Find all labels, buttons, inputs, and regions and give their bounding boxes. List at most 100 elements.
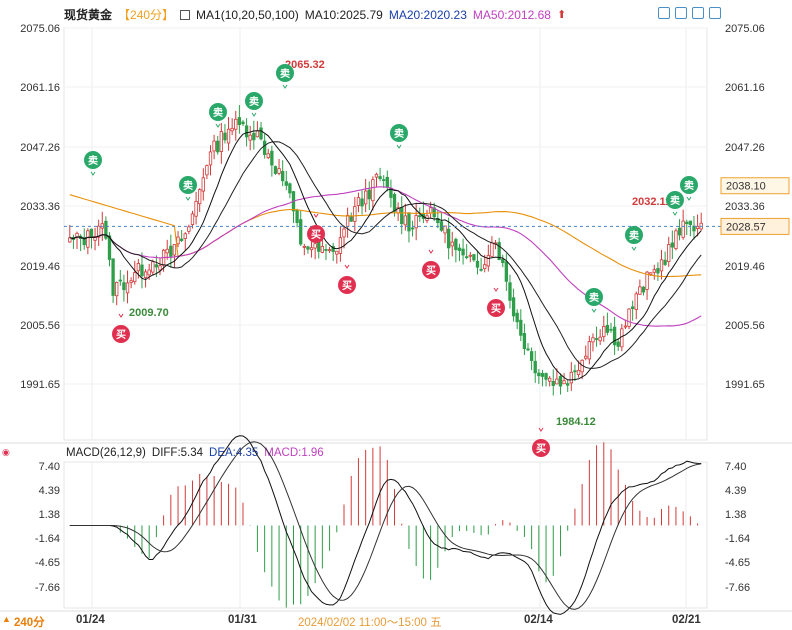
sell-arrow-icon xyxy=(282,84,288,89)
macd-tick-label: -4.65 xyxy=(35,557,60,569)
candle-body xyxy=(663,259,667,265)
candle-body xyxy=(576,370,581,376)
chart-header: 现货黄金 【240分】 MA1(10,20,50,100) MA10:2025.… xyxy=(64,6,566,23)
candle-body xyxy=(475,260,480,268)
sell-arrow-icon xyxy=(396,144,402,149)
candle-body xyxy=(349,215,353,222)
footer-period[interactable]: 240分 xyxy=(14,617,45,629)
macd-diff-value: DIFF:5.34 xyxy=(151,447,204,459)
candle-body xyxy=(309,247,314,251)
candles xyxy=(68,105,703,396)
candle-body xyxy=(252,132,256,141)
candle-body xyxy=(244,125,249,138)
candle-body xyxy=(345,214,350,227)
candle-body xyxy=(634,293,638,310)
buy-signal-badge xyxy=(487,299,505,317)
y-tick-label: 2019.46 xyxy=(20,261,60,273)
y-tick-label: 1991.65 xyxy=(725,379,765,391)
candle-body xyxy=(194,200,198,217)
candle-body xyxy=(331,246,335,252)
candle-body xyxy=(526,348,530,351)
zoom-out-icon[interactable] xyxy=(675,7,687,19)
buy-signal-badge xyxy=(112,325,130,343)
candle-body xyxy=(670,242,674,248)
candle-body xyxy=(89,228,94,238)
candle-body xyxy=(656,268,660,274)
candle-body xyxy=(641,286,646,293)
settings-icon[interactable] xyxy=(709,7,721,19)
candle-body xyxy=(118,279,122,282)
y-tick-label: 2033.36 xyxy=(20,201,60,213)
buy-arrow-icon xyxy=(538,427,544,432)
candle-body xyxy=(472,254,476,261)
sell-signal-label: 卖 xyxy=(589,291,599,304)
buy-arrow-icon xyxy=(118,313,124,318)
candle-body xyxy=(234,118,238,130)
sell-signal-label: 卖 xyxy=(249,95,259,108)
sell-signal-label: 卖 xyxy=(213,106,223,119)
candle-body xyxy=(681,220,685,238)
candle-body xyxy=(198,189,202,205)
sell-signal-badge xyxy=(84,151,102,169)
sell-arrow-icon xyxy=(631,246,637,251)
candle-body xyxy=(270,150,274,166)
period-arrow-icon[interactable]: ▲ xyxy=(2,614,11,624)
candle-body xyxy=(172,244,177,256)
ma10-value: MA10:2025.79 xyxy=(304,7,383,22)
date-label: 02/14 xyxy=(524,614,553,626)
buy-signal-badge xyxy=(422,261,440,279)
candle-body xyxy=(133,272,137,283)
candle-body xyxy=(558,375,563,387)
buy-arrow-icon xyxy=(344,264,350,269)
candle-body xyxy=(129,280,133,283)
candle-body xyxy=(627,308,631,327)
candle-body xyxy=(400,207,404,225)
date-label: 01/24 xyxy=(76,614,105,626)
candle-body xyxy=(605,324,610,333)
ma-toggle-icon[interactable] xyxy=(180,9,191,20)
macd-panel xyxy=(63,461,708,609)
candle-body xyxy=(360,198,364,207)
period-label[interactable]: 【240分】 xyxy=(118,8,175,22)
buy-signal-badge xyxy=(532,439,550,457)
candle-body xyxy=(306,246,310,250)
extreme-label: 2065.32 xyxy=(285,59,325,71)
candle-body xyxy=(205,165,209,176)
y-tick-label: 2005.56 xyxy=(725,320,765,332)
candle-body xyxy=(183,233,187,239)
candle-body xyxy=(299,219,303,245)
candle-body xyxy=(602,326,606,338)
candle-body xyxy=(674,230,678,249)
candle-body xyxy=(443,225,447,234)
candle-body xyxy=(100,223,104,229)
y-tick-label: 1991.65 xyxy=(20,379,60,391)
extreme-label: 2032.11 xyxy=(632,196,671,208)
buy-signal-label: 买 xyxy=(491,303,501,315)
zoom-in-icon[interactable] xyxy=(658,7,670,19)
candle-body xyxy=(519,319,523,336)
candle-body xyxy=(529,351,534,361)
candle-body xyxy=(223,132,227,141)
candle-body xyxy=(547,377,552,382)
candle-body xyxy=(407,212,411,232)
macd-tick-label: 7.40 xyxy=(39,461,60,473)
sell-arrow-icon xyxy=(591,308,597,313)
candle-body xyxy=(374,173,379,178)
y-tick-label: 2061.16 xyxy=(725,82,765,94)
candle-body xyxy=(612,326,617,346)
price-tag xyxy=(720,177,790,195)
candle-body xyxy=(107,235,112,260)
sell-signal-label: 卖 xyxy=(684,179,694,192)
fullscreen-icon[interactable] xyxy=(692,7,704,19)
sell-signal-label: 卖 xyxy=(629,229,639,242)
buy-signal-badge xyxy=(338,276,356,294)
buy-arrow-icon xyxy=(428,249,434,254)
candle-body xyxy=(378,176,382,180)
candle-body xyxy=(295,209,299,223)
candle-body xyxy=(645,271,649,290)
candle-body xyxy=(667,244,671,263)
candle-body xyxy=(86,230,90,248)
sell-signal-label: 卖 xyxy=(88,154,98,167)
sell-signal-badge xyxy=(625,226,643,244)
